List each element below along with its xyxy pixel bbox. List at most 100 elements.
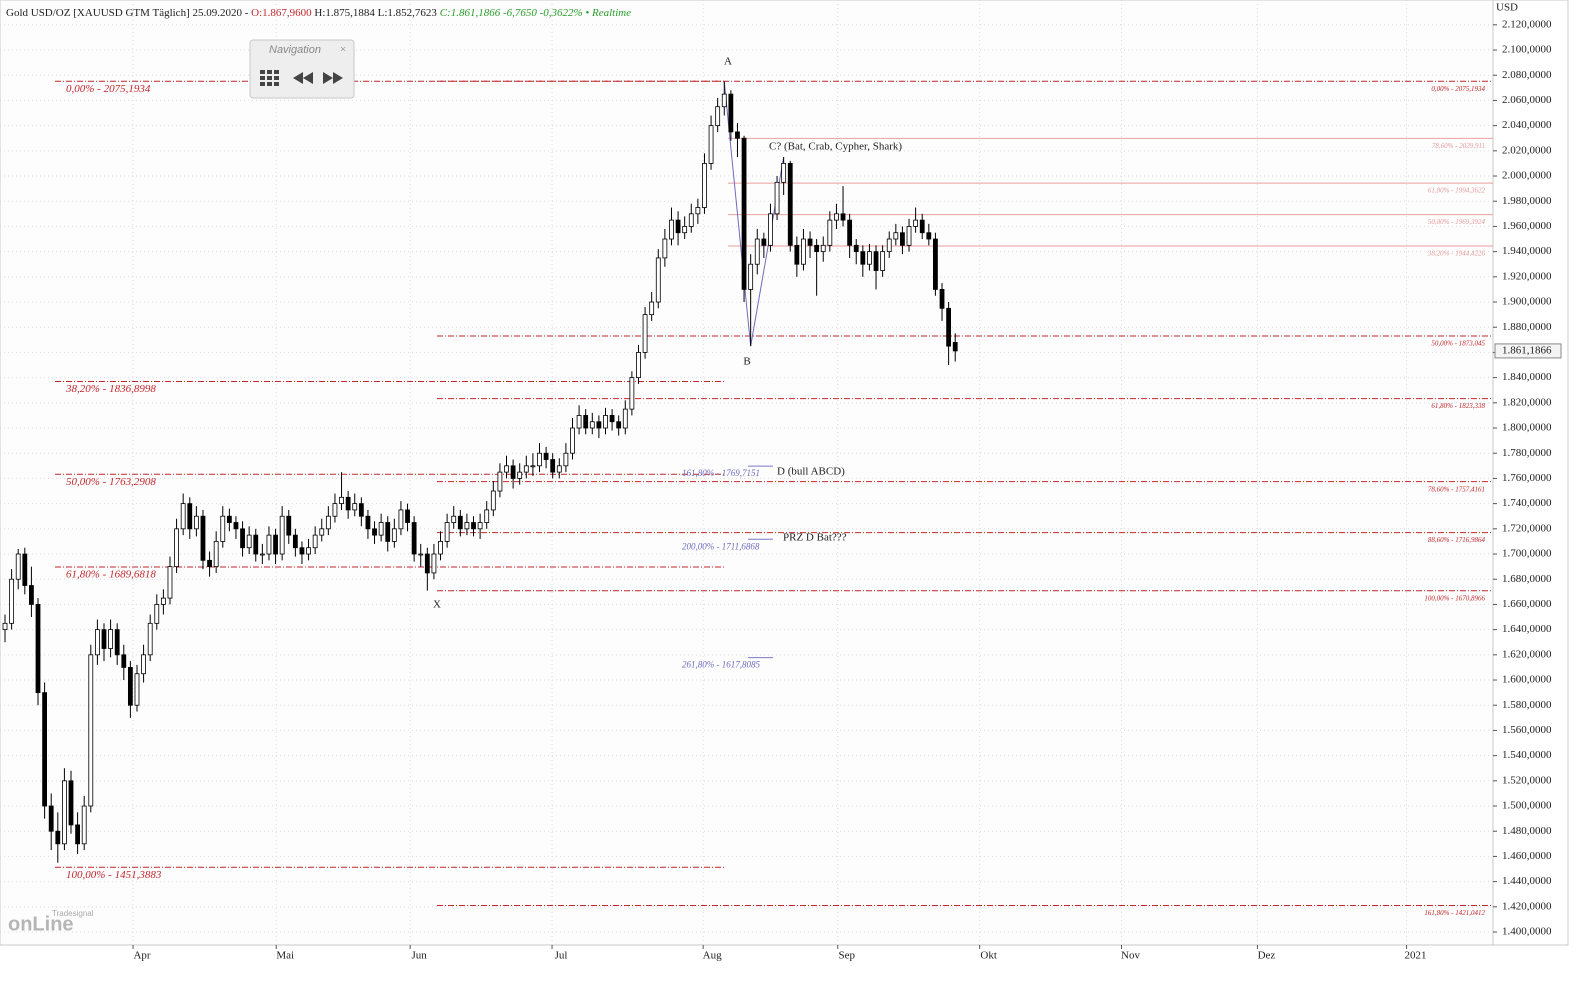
candle-body [603, 415, 608, 429]
last-price-box [1494, 343, 1562, 359]
logo: Tradesignal onLine [8, 909, 94, 935]
annotation: X [433, 599, 441, 611]
candle-body [15, 553, 21, 580]
candle-body [193, 515, 199, 530]
candle-body [405, 509, 410, 523]
candle-body [299, 547, 305, 555]
candle-body [827, 219, 833, 246]
candle-body [543, 452, 549, 460]
candle-body [372, 528, 377, 536]
candle-body [834, 213, 839, 221]
candle-body [761, 238, 767, 246]
candle-body [596, 421, 602, 429]
candle-body [306, 547, 311, 555]
candle-body [174, 528, 179, 568]
candle-body [233, 522, 239, 530]
candle-body [504, 465, 509, 473]
candle-body [240, 528, 245, 549]
candle-body [114, 629, 120, 656]
close: C:1.861,1866 -6,7650 -0,3622% • Realtime [440, 7, 632, 19]
candle-body [728, 93, 734, 133]
candle-body [563, 452, 569, 467]
nav-back[interactable] [293, 72, 313, 84]
y-tick-label: 2.040,0000 [1502, 119, 1552, 131]
candle-body [68, 780, 74, 826]
candle-body [88, 654, 94, 807]
plot-area [0, 0, 1494, 946]
candle-body [820, 244, 826, 253]
fib-label: 78,60% - 2029,911 [1432, 142, 1485, 150]
candle-body [853, 244, 859, 253]
nav-forward[interactable] [323, 72, 343, 84]
candle-body [55, 830, 61, 845]
navigation: Navigation × [249, 39, 355, 99]
candle-body [134, 673, 140, 706]
candle-body [81, 805, 87, 845]
candle-body [926, 232, 932, 240]
candle-body [669, 219, 674, 240]
candle-body [622, 408, 628, 429]
candle-body [312, 534, 318, 549]
y-tick-label: 1.900,0000 [1502, 296, 1552, 308]
candle-body [873, 251, 879, 271]
candle-body [352, 503, 358, 511]
candle-body [893, 232, 899, 240]
candle-body [550, 459, 556, 473]
y-tick-label: 1.640,0000 [1502, 623, 1552, 635]
candle-body [688, 213, 694, 227]
candle-body [187, 503, 193, 530]
candle-body [715, 106, 721, 127]
fibonacci: 0,00% - 2075,1934 38,20% - 1836,8998 50,00… [55, 80, 1493, 917]
candle-body [292, 534, 298, 549]
candle-body [933, 238, 938, 290]
instrument: Gold USD/OZ [XAUUSD GTM Täglich] 25.09.2… [6, 7, 249, 19]
last-price-label: 1.861,1866 [1502, 344, 1552, 356]
candle-body [75, 824, 80, 845]
fib-label: 100,00% - 1670,8966 [1424, 594, 1485, 602]
fib-label: 50,00% - 1969,3924 [1428, 218, 1486, 226]
candle-body [616, 421, 622, 429]
y-tick-label: 1.520,0000 [1502, 774, 1552, 786]
candle-body [418, 553, 424, 556]
candle-body [339, 496, 344, 505]
y-tick-label: 1.620,0000 [1502, 648, 1552, 660]
nav-grid-icon[interactable] [260, 70, 279, 86]
candle-body [721, 93, 727, 108]
candle-body [774, 181, 780, 215]
candle-body [48, 805, 54, 832]
candle-body [345, 496, 351, 511]
annotation: PRZ D Bat??? [783, 532, 847, 544]
logo-name: onLine [8, 913, 74, 935]
candle-body [471, 522, 476, 530]
candle-body [154, 604, 160, 624]
candle-body [781, 163, 787, 183]
y-axis-label: USD [1496, 2, 1518, 14]
candle-body [477, 522, 483, 530]
nav-close[interactable]: × [340, 44, 346, 56]
candle-body [768, 213, 773, 246]
candle-body [319, 528, 325, 536]
high-low: H:1.875,1884 L:1.852,7623 [314, 7, 437, 19]
candle-body [840, 213, 846, 221]
candle-body [655, 257, 661, 303]
candle-body [490, 490, 496, 511]
candle-body [101, 629, 107, 649]
grid [0, 0, 1493, 945]
candle-body [2, 622, 8, 631]
candle-body [391, 528, 397, 542]
candles [2, 81, 958, 863]
y-tick-label: 1.940,0000 [1502, 245, 1552, 257]
candle-body [226, 515, 232, 523]
y-tick-label: 2.060,0000 [1502, 94, 1552, 106]
fib-label: 161,80% - 1421,0412 [1424, 909, 1485, 917]
candle-body [583, 415, 589, 429]
x-tick-label: Jun [412, 950, 428, 962]
y-tick-label: 1.560,0000 [1502, 724, 1552, 736]
x-tick-label: Mai [276, 950, 294, 962]
candle-body [939, 289, 945, 309]
fib-label: 78,60% - 1757,4161 [1428, 485, 1485, 493]
candle-body [748, 263, 754, 290]
fib-label: 0,00% - 2075,1934 [66, 83, 151, 95]
candle-body [702, 163, 707, 208]
candle-body [121, 654, 127, 668]
